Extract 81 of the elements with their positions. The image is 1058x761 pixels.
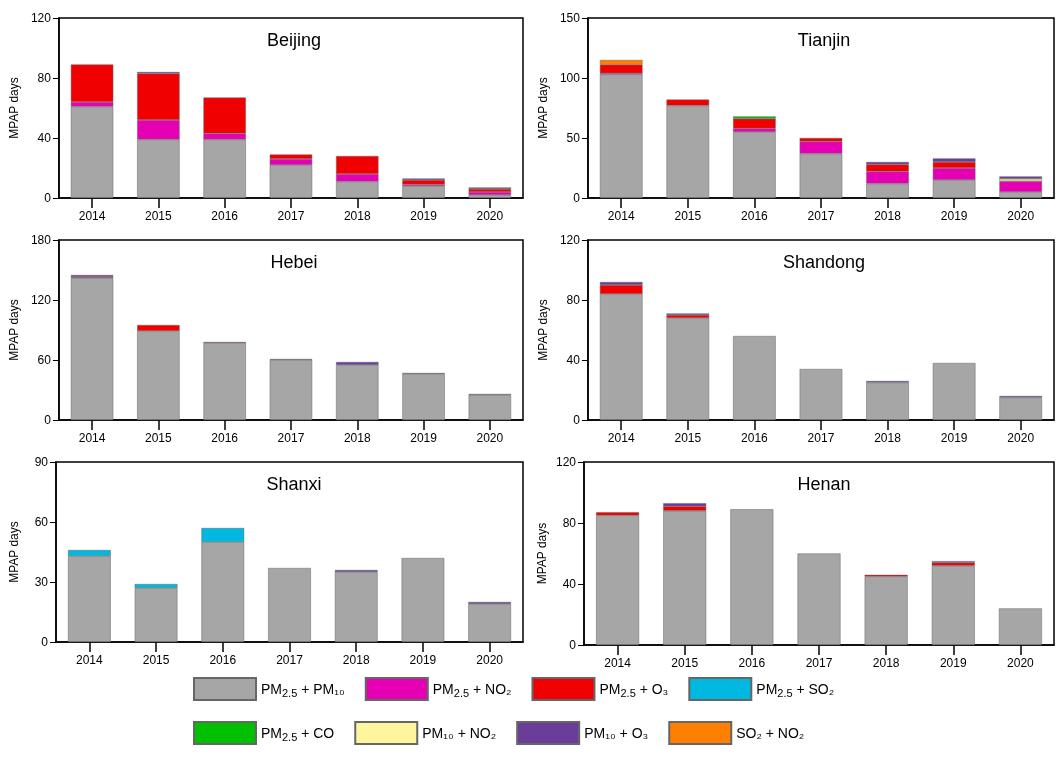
legend-label: PM₁₀ + NO₂ — [422, 725, 497, 741]
x-tick-label: 2020 — [476, 431, 504, 445]
x-tick-label: 2017 — [807, 209, 835, 223]
x-tick-label: 2017 — [807, 431, 835, 445]
x-tick-label: 2014 — [78, 431, 106, 445]
x-tick-label: 2016 — [211, 209, 239, 223]
legend-label: SO₂ + NO₂ — [736, 725, 805, 741]
y-tick-label: 150 — [559, 11, 581, 25]
y-axis-title: MPAP days — [535, 522, 549, 585]
y-tick-label: 120 — [559, 233, 581, 247]
text: Shandong — [782, 252, 866, 272]
x-tick-label: 2016 — [741, 209, 769, 223]
x-tick-label: 2014 — [78, 209, 106, 223]
y-tick-label: 0 — [573, 413, 581, 427]
x-tick-label: 2014 — [76, 653, 104, 667]
x-tick-label: 2020 — [476, 653, 504, 667]
x-tick-label: 2019 — [939, 656, 967, 670]
y-tick-label: 50 — [566, 131, 581, 145]
x-tick-label: 2018 — [343, 431, 371, 445]
y-tick-label: 120 — [30, 293, 52, 307]
y-axis-title: MPAP days — [7, 77, 21, 139]
x-tick-label: 2014 — [607, 209, 635, 223]
x-tick-label: 2015 — [145, 431, 173, 445]
y-axis-title: MPAP days — [536, 77, 550, 139]
y-tick-label: 100 — [559, 71, 581, 85]
x-tick-label: 2016 — [741, 431, 769, 445]
y-tick-label: 0 — [44, 413, 52, 427]
x-tick-label: 2020 — [1007, 209, 1035, 223]
x-tick-label: 2018 — [872, 656, 900, 670]
x-tick-label: 2015 — [674, 209, 702, 223]
x-tick-label: 2020 — [1007, 431, 1035, 445]
x-tick-label: 2014 — [607, 431, 635, 445]
y-tick-label: 80 — [566, 293, 581, 307]
legend-label: PM₁₀ + O₃ — [584, 725, 649, 741]
x-tick-label: 2017 — [277, 209, 305, 223]
x-tick-label: 2018 — [343, 209, 371, 223]
x-tick-label: 2015 — [142, 653, 170, 667]
y-tick-label: 80 — [37, 71, 52, 85]
y-axis-title: MPAP days — [7, 299, 21, 361]
y-tick-label: 60 — [34, 515, 49, 529]
x-tick-label: 2015 — [145, 209, 173, 223]
x-tick-label: 2018 — [342, 653, 370, 667]
x-tick-label: 2019 — [410, 431, 438, 445]
x-tick-label: 2018 — [874, 209, 902, 223]
y-axis-title: MPAP days — [7, 521, 21, 583]
y-tick-label: 90 — [34, 455, 49, 469]
x-tick-label: 2019 — [940, 209, 968, 223]
y-tick-label: 180 — [30, 233, 52, 247]
x-tick-label: 2014 — [604, 656, 632, 670]
y-tick-label: 120 — [30, 11, 52, 25]
x-tick-label: 2016 — [211, 431, 239, 445]
x-tick-label: 2018 — [874, 431, 902, 445]
text: Henan — [797, 474, 851, 494]
x-tick-label: 2020 — [1007, 656, 1035, 670]
x-tick-label: 2017 — [276, 653, 304, 667]
y-axis-title: MPAP days — [536, 299, 550, 361]
x-tick-label: 2019 — [409, 653, 437, 667]
x-tick-label: 2017 — [277, 431, 305, 445]
y-tick-label: 40 — [562, 577, 577, 591]
x-tick-label: 2019 — [410, 209, 438, 223]
text: Tianjin — [797, 30, 851, 50]
y-tick-label: 30 — [34, 575, 49, 589]
x-tick-label: 2015 — [671, 656, 699, 670]
x-tick-label: 2020 — [476, 209, 504, 223]
y-tick-label: 40 — [37, 131, 52, 145]
x-tick-label: 2015 — [674, 431, 702, 445]
y-tick-label: 60 — [37, 353, 52, 367]
text: Shanxi — [266, 474, 322, 494]
x-tick-label: 2019 — [940, 431, 968, 445]
y-tick-label: 120 — [555, 455, 577, 469]
text: Beijing — [266, 30, 322, 50]
y-tick-label: 40 — [566, 353, 581, 367]
y-tick-label: 80 — [562, 516, 577, 530]
x-tick-label: 2017 — [805, 656, 833, 670]
y-tick-label: 0 — [41, 635, 49, 649]
x-tick-label: 2016 — [738, 656, 766, 670]
y-tick-label: 0 — [573, 191, 581, 205]
y-tick-label: 0 — [44, 191, 52, 205]
text: Hebei — [270, 252, 318, 272]
x-tick-label: 2016 — [209, 653, 237, 667]
y-tick-label: 0 — [569, 638, 577, 652]
